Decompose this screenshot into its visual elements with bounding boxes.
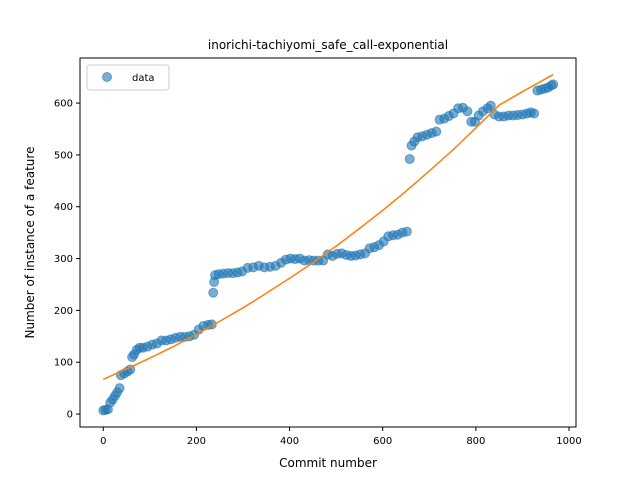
data-point <box>548 79 559 90</box>
x-tick-label: 200 <box>187 436 206 447</box>
y-tick-label: 100 <box>54 358 73 369</box>
data-point <box>431 126 442 137</box>
x-axis-title: Commit number <box>279 456 377 470</box>
y-tick-label: 200 <box>54 306 73 317</box>
legend-marker-data <box>102 72 112 82</box>
plot-frame <box>79 57 577 428</box>
data-point <box>404 154 415 165</box>
data-point <box>485 100 496 111</box>
y-tick-label: 300 <box>54 254 73 265</box>
legend-box <box>86 64 170 91</box>
data-point <box>208 287 219 298</box>
x-tick-label: 800 <box>466 436 485 447</box>
data-point <box>114 383 125 394</box>
x-tick-label: 600 <box>373 436 392 447</box>
y-tick-label: 600 <box>54 99 73 110</box>
y-tick-label: 500 <box>54 150 73 161</box>
legend: data <box>86 64 170 91</box>
y-tick-label: 0 <box>67 410 73 421</box>
x-tick-label: 400 <box>280 436 299 447</box>
ticks-layer: 0 200 400 600 800 1000 0 100 200 300 400 500 600 <box>54 99 582 447</box>
x-tick-label: 1000 <box>556 436 581 447</box>
data-point <box>462 106 473 117</box>
data-point <box>529 108 540 119</box>
y-axis-title: Number of instance of a feature <box>23 147 37 339</box>
x-tick-label: 0 <box>100 436 106 447</box>
chart-title: inorichi-tachiyomi_safe_call-exponential <box>208 38 448 52</box>
data-point <box>401 226 412 237</box>
fit-line <box>102 73 554 381</box>
legend-label-data: data <box>132 73 155 84</box>
plot-layer <box>98 73 559 416</box>
y-tick-label: 400 <box>54 202 73 213</box>
